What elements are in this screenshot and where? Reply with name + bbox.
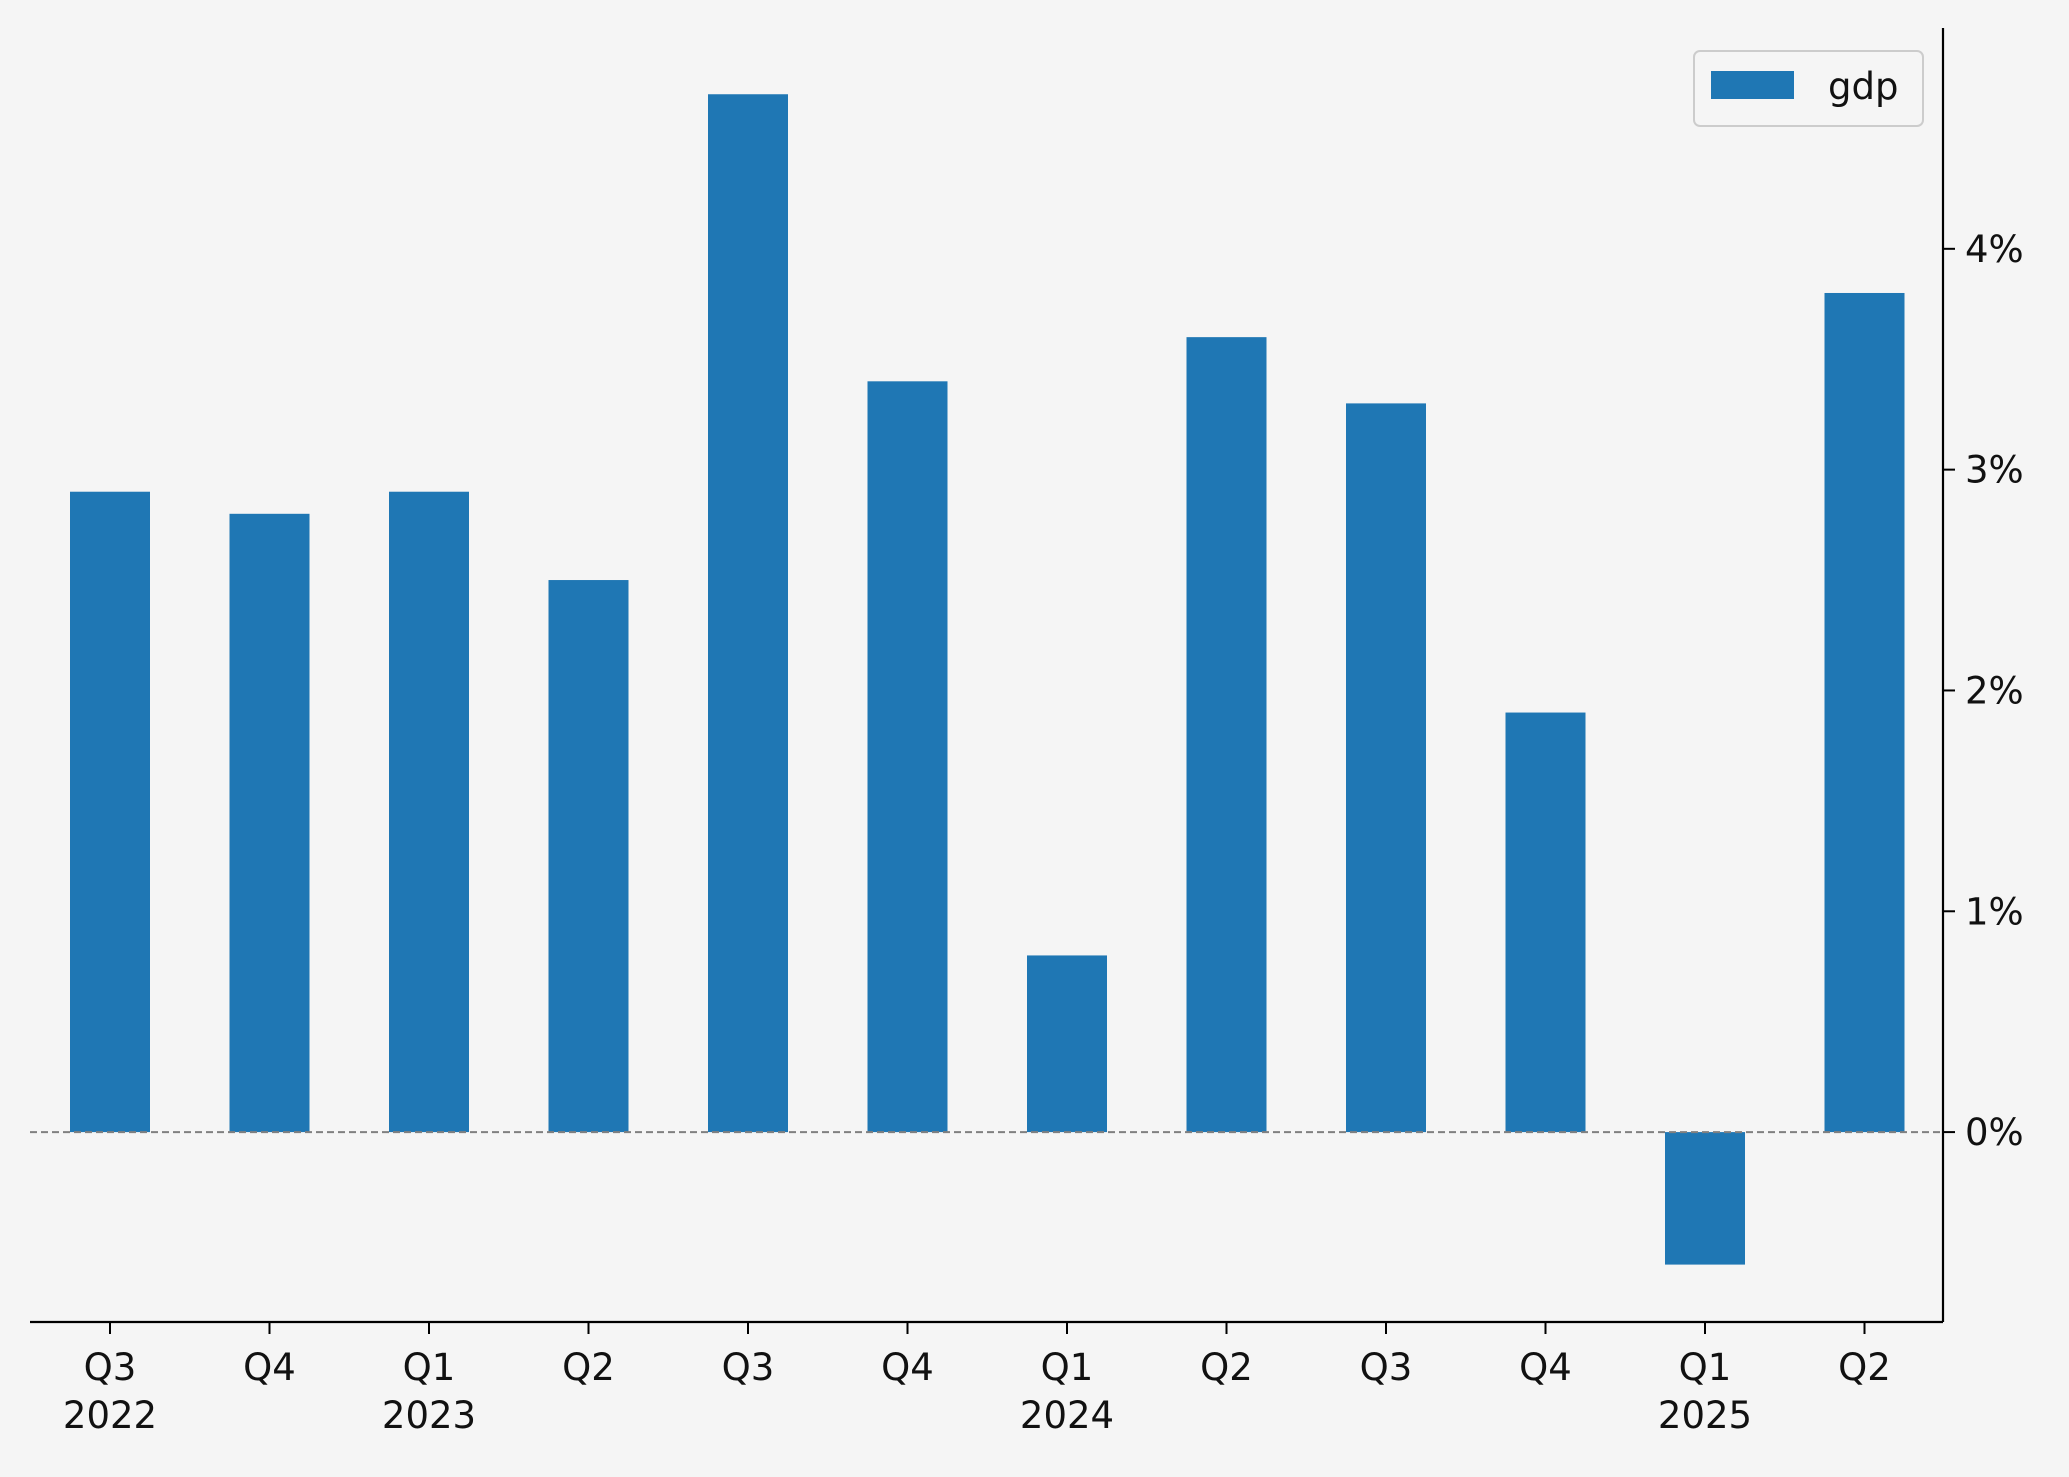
x-tick-label-quarter-9: Q4 [1519,1346,1572,1389]
y-ticks-layer: 0% 1% 2% 3% 4% [1943,228,2024,1154]
bar-6 [1027,955,1107,1133]
x-tick-label-year-0: 2022 [63,1394,157,1437]
x-tick-label-quarter-11: Q2 [1838,1346,1891,1389]
x-tick-label-quarter-10: Q1 [1679,1346,1732,1389]
legend-box [1693,50,1924,127]
bar-8 [1346,403,1426,1133]
x-tick-label-quarter-7: Q2 [1200,1346,1253,1389]
bar-0 [70,491,150,1133]
y-tick-label-4: 4% [1965,228,2024,271]
axes-layer [30,28,1945,1324]
bar-11 [1824,292,1905,1133]
bar-4 [708,94,788,1133]
x-tick-label-quarter-3: Q2 [562,1346,615,1389]
bar-1 [229,513,310,1133]
legend: gdp [1693,50,1924,127]
y-tick-label-1: 1% [1965,890,2024,933]
bar-9 [1505,712,1586,1133]
x-tick-label-quarter-6: Q1 [1041,1346,1094,1389]
x-tick-label-year-2: 2023 [382,1394,476,1437]
bar-2 [389,491,469,1133]
x-tick-label-quarter-0: Q3 [84,1346,137,1389]
y-tick-label-3: 3% [1965,449,2024,492]
x-tick-label-quarter-1: Q4 [243,1346,296,1389]
bar-10 [1665,1132,1745,1265]
x-ticks-layer: Q3 2022 Q4 Q1 2023 Q2 Q3 Q4 Q1 2024 Q2 Q3 Q4 Q1 2025 Q2 [63,1322,1891,1437]
x-tick-label-quarter-4: Q3 [722,1346,775,1389]
bars-layer [70,94,1905,1265]
legend-swatch-gdp [1711,71,1794,99]
bar-7 [1186,337,1267,1133]
bar-3 [548,580,629,1133]
x-tick-label-quarter-8: Q3 [1360,1346,1413,1389]
x-tick-label-quarter-5: Q4 [881,1346,934,1389]
legend-label-gdp: gdp [1828,65,1898,108]
y-tick-label-0: 0% [1965,1111,2024,1154]
y-tick-label-2: 2% [1965,669,2024,712]
bar-5 [867,381,948,1133]
x-tick-label-quarter-2: Q1 [403,1346,456,1389]
x-tick-label-year-10: 2025 [1658,1394,1752,1437]
x-tick-label-year-6: 2024 [1020,1394,1114,1437]
